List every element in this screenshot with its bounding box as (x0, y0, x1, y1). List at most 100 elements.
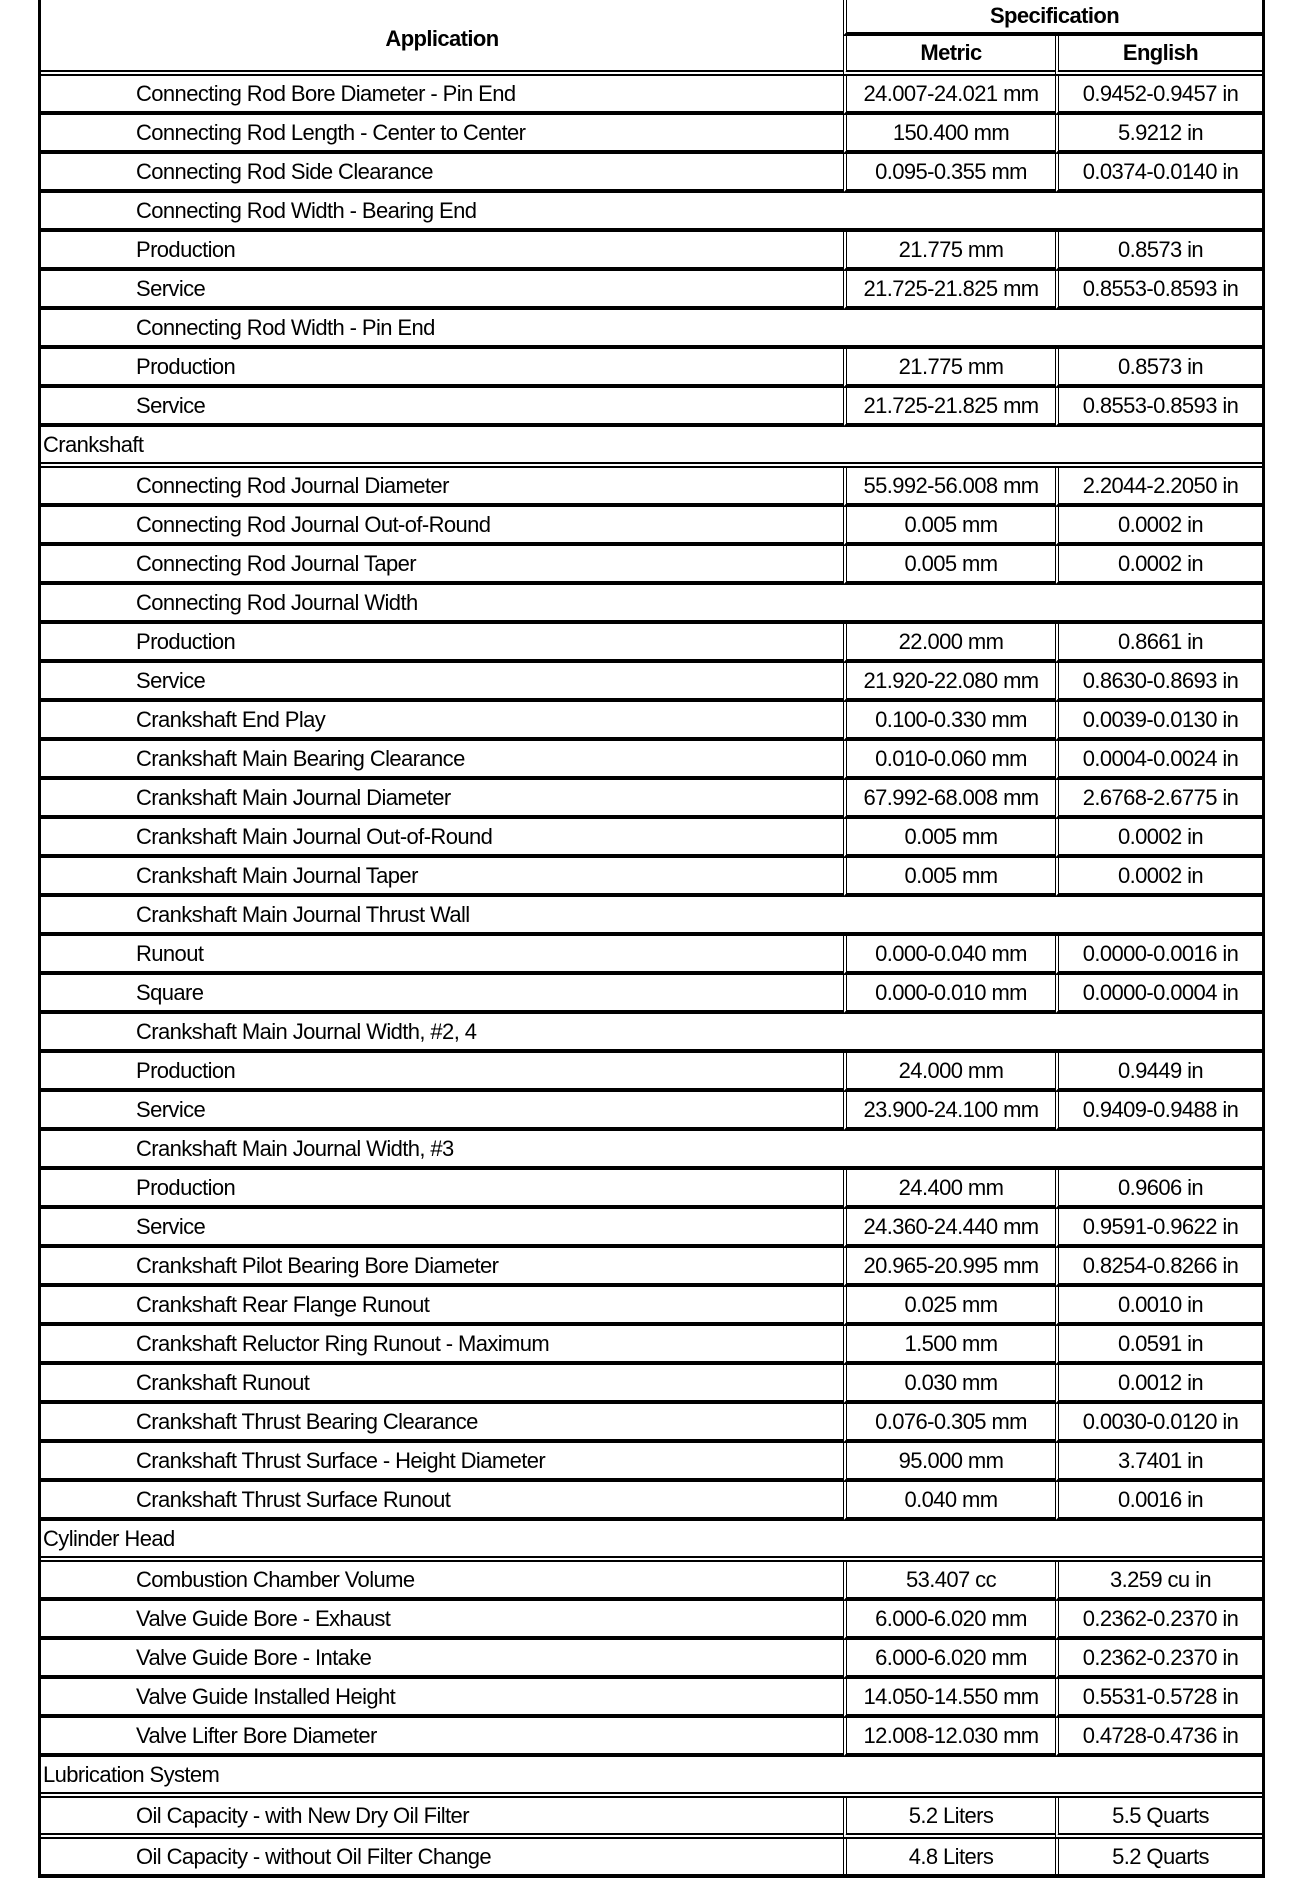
table-row: Crankshaft Main Journal Taper 0.005 mm 0.0… (41, 858, 1262, 897)
metric-cell: 0.040 mm (843, 1482, 1055, 1521)
metric-cell: 21.920-22.080 mm (843, 663, 1055, 702)
english-cell: 0.0000-0.0004 in (1055, 975, 1262, 1014)
table-row: Connecting Rod Side Clearance 0.095-0.355… (41, 154, 1262, 193)
metric-header: Metric (843, 36, 1055, 76)
application-cell: Crankshaft End Play (41, 702, 843, 741)
group-heading: Connecting Rod Journal Width (41, 585, 1262, 624)
metric-cell: 0.030 mm (843, 1365, 1055, 1404)
table-row: Crankshaft Thrust Surface Runout 0.040 mm… (41, 1482, 1262, 1521)
metric-cell: 0.005 mm (843, 858, 1055, 897)
table-row: Crankshaft Runout 0.030 mm 0.0012 in (41, 1365, 1262, 1404)
english-cell: 5.5 Quarts (1055, 1798, 1262, 1839)
english-cell: 0.0010 in (1055, 1287, 1262, 1326)
table-row: Crankshaft Thrust Bearing Clearance 0.076… (41, 1404, 1262, 1443)
table-row: Square 0.000-0.010 mm 0.0000-0.0004 in (41, 975, 1262, 1014)
application-cell: Crankshaft Runout (41, 1365, 843, 1404)
application-cell: Service (41, 1092, 843, 1131)
metric-cell: 0.005 mm (843, 819, 1055, 858)
metric-cell: 53.407 cc (843, 1562, 1055, 1601)
metric-cell: 1.500 mm (843, 1326, 1055, 1365)
english-cell: 0.4728-0.4736 in (1055, 1718, 1262, 1757)
section-heading: Crankshaft (41, 427, 1262, 468)
english-cell: 0.0030-0.0120 in (1055, 1404, 1262, 1443)
application-cell: Service (41, 388, 843, 427)
english-cell: 0.8254-0.8266 in (1055, 1248, 1262, 1287)
english-cell: 0.0039-0.0130 in (1055, 702, 1262, 741)
english-cell: 3.7401 in (1055, 1443, 1262, 1482)
metric-cell: 0.076-0.305 mm (843, 1404, 1055, 1443)
english-cell: 0.0002 in (1055, 858, 1262, 897)
group-row: Connecting Rod Journal Width (41, 585, 1262, 624)
table-row: Crankshaft Reluctor Ring Runout - Maximu… (41, 1326, 1262, 1365)
metric-cell: 55.992-56.008 mm (843, 468, 1055, 507)
specification-header: Specification (843, 0, 1262, 36)
metric-cell: 0.100-0.330 mm (843, 702, 1055, 741)
application-cell: Crankshaft Main Journal Out-of-Round (41, 819, 843, 858)
application-cell: Crankshaft Main Journal Diameter (41, 780, 843, 819)
table-row: Connecting Rod Journal Out-of-Round 0.005… (41, 507, 1262, 546)
metric-cell: 67.992-68.008 mm (843, 780, 1055, 819)
table-row: Crankshaft End Play 0.100-0.330 mm 0.0039-… (41, 702, 1262, 741)
table-row: Connecting Rod Journal Diameter 55.992-56… (41, 468, 1262, 507)
table-row: Production 24.000 mm 0.9449 in (41, 1053, 1262, 1092)
metric-cell: 24.400 mm (843, 1170, 1055, 1209)
metric-cell: 0.095-0.355 mm (843, 154, 1055, 193)
english-cell: 0.8661 in (1055, 624, 1262, 663)
metric-cell: 21.725-21.825 mm (843, 271, 1055, 310)
table-row: Connecting Rod Length - Center to Center… (41, 115, 1262, 154)
english-cell: 0.0591 in (1055, 1326, 1262, 1365)
metric-cell: 24.360-24.440 mm (843, 1209, 1055, 1248)
metric-cell: 22.000 mm (843, 624, 1055, 663)
table-row: Service 21.920-22.080 mm 0.8630-0.8693 in (41, 663, 1262, 702)
english-cell: 0.8573 in (1055, 349, 1262, 388)
application-cell: Connecting Rod Length - Center to Center (41, 115, 843, 154)
english-cell: 0.9449 in (1055, 1053, 1262, 1092)
application-cell: Crankshaft Pilot Bearing Bore Diameter (41, 1248, 843, 1287)
section-row: Lubrication System (41, 1757, 1262, 1798)
metric-cell: 12.008-12.030 mm (843, 1718, 1055, 1757)
table-row: Oil Capacity - with New Dry Oil Filter 5.… (41, 1798, 1262, 1839)
table-row: Production 22.000 mm 0.8661 in (41, 624, 1262, 663)
application-cell: Connecting Rod Bore Diameter - Pin End (41, 76, 843, 115)
application-cell: Service (41, 663, 843, 702)
group-row: Crankshaft Main Journal Width, #3 (41, 1131, 1262, 1170)
group-heading: Connecting Rod Width - Pin End (41, 310, 1262, 349)
application-cell: Square (41, 975, 843, 1014)
specification-table: Application Specification Metric English… (38, 0, 1265, 1878)
application-cell: Runout (41, 936, 843, 975)
application-cell: Valve Lifter Bore Diameter (41, 1718, 843, 1757)
application-header: Application (41, 0, 843, 76)
table-row: Crankshaft Pilot Bearing Bore Diameter 20… (41, 1248, 1262, 1287)
metric-cell: 0.010-0.060 mm (843, 741, 1055, 780)
english-cell: 3.259 cu in (1055, 1562, 1262, 1601)
section-heading: Cylinder Head (41, 1521, 1262, 1562)
table-row: Service 21.725-21.825 mm 0.8553-0.8593 in (41, 271, 1262, 310)
metric-cell: 20.965-20.995 mm (843, 1248, 1055, 1287)
group-heading: Crankshaft Main Journal Width, #3 (41, 1131, 1262, 1170)
table-row: Valve Lifter Bore Diameter 12.008-12.030 … (41, 1718, 1262, 1757)
group-heading: Connecting Rod Width - Bearing End (41, 193, 1262, 232)
table-row: Crankshaft Main Journal Out-of-Round 0.00… (41, 819, 1262, 858)
application-cell: Combustion Chamber Volume (41, 1562, 843, 1601)
english-cell: 0.0002 in (1055, 819, 1262, 858)
english-cell: 0.8573 in (1055, 232, 1262, 271)
english-cell: 2.6768-2.6775 in (1055, 780, 1262, 819)
english-cell: 0.0374-0.0140 in (1055, 154, 1262, 193)
group-row: Connecting Rod Width - Pin End (41, 310, 1262, 349)
metric-cell: 21.775 mm (843, 232, 1055, 271)
table-row: Service 21.725-21.825 mm 0.8553-0.8593 in (41, 388, 1262, 427)
metric-cell: 14.050-14.550 mm (843, 1679, 1055, 1718)
table-row: Combustion Chamber Volume 53.407 cc 3.259 … (41, 1562, 1262, 1601)
table-row: Service 23.900-24.100 mm 0.9409-0.9488 in (41, 1092, 1262, 1131)
application-cell: Crankshaft Thrust Surface Runout (41, 1482, 843, 1521)
english-cell: 0.5531-0.5728 in (1055, 1679, 1262, 1718)
application-cell: Production (41, 1053, 843, 1092)
section-row: Crankshaft (41, 427, 1262, 468)
english-cell: 0.8630-0.8693 in (1055, 663, 1262, 702)
english-cell: 0.0002 in (1055, 507, 1262, 546)
table-row: Valve Guide Bore - Exhaust 6.000-6.020 mm… (41, 1601, 1262, 1640)
table-row: Crankshaft Thrust Surface - Height Diame… (41, 1443, 1262, 1482)
application-cell: Service (41, 271, 843, 310)
table-row: Service 24.360-24.440 mm 0.9591-0.9622 in (41, 1209, 1262, 1248)
group-heading: Crankshaft Main Journal Width, #2, 4 (41, 1014, 1262, 1053)
